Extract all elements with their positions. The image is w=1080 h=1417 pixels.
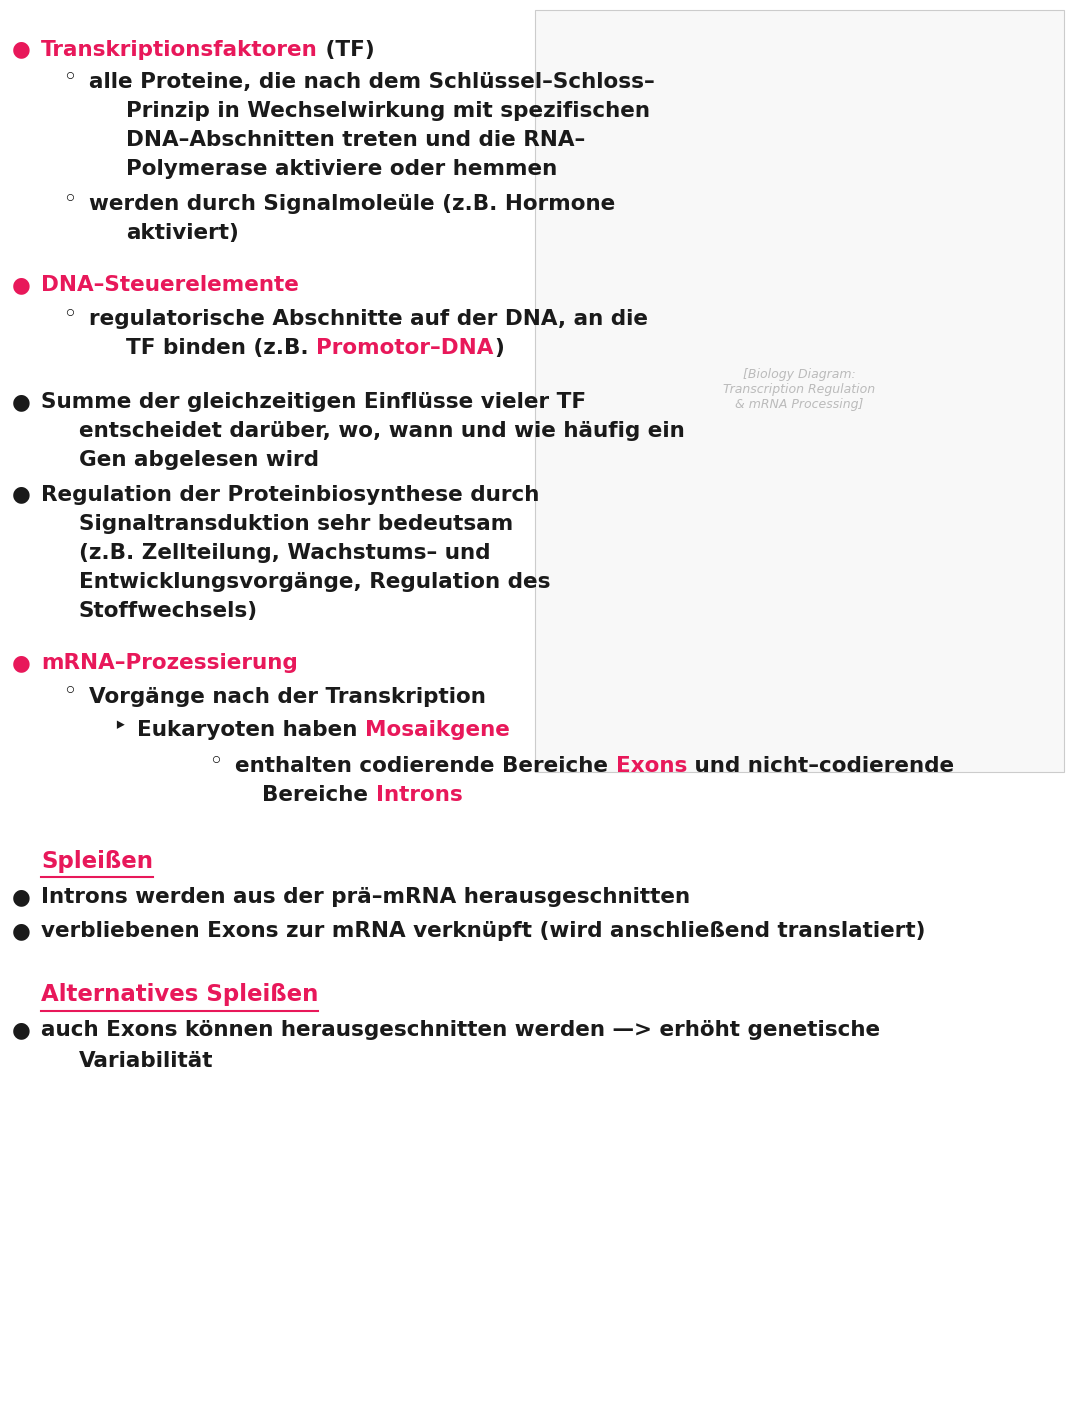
Text: Stoffwechsels): Stoffwechsels): [79, 601, 258, 621]
Text: ◦: ◦: [63, 190, 76, 208]
Text: ●: ●: [12, 40, 30, 60]
Text: auch Exons können herausgeschnitten werden —> erhöht genetische: auch Exons können herausgeschnitten werd…: [41, 1020, 880, 1040]
Text: [Biology Diagram:
Transcription Regulation
& mRNA Processing]: [Biology Diagram: Transcription Regulati…: [724, 368, 875, 411]
Text: Alternatives Spleißen: Alternatives Spleißen: [41, 983, 319, 1006]
Text: ●: ●: [12, 887, 30, 907]
Text: Entwicklungsvorgänge, Regulation des: Entwicklungsvorgänge, Regulation des: [79, 571, 551, 592]
Text: Signaltransduktion sehr bedeutsam: Signaltransduktion sehr bedeutsam: [79, 513, 513, 534]
Text: ‣: ‣: [113, 717, 126, 735]
Text: Polymerase aktiviere oder hemmen: Polymerase aktiviere oder hemmen: [126, 160, 557, 180]
Text: Bereiche: Bereiche: [262, 785, 376, 805]
Text: DNA–Steuerelemente: DNA–Steuerelemente: [41, 275, 299, 295]
Text: (TF): (TF): [318, 40, 375, 60]
Text: ●: ●: [12, 1020, 30, 1040]
FancyBboxPatch shape: [535, 10, 1064, 772]
Text: ●: ●: [12, 921, 30, 941]
Text: Eukaryoten haben: Eukaryoten haben: [137, 720, 365, 740]
Text: verbliebenen Exons zur mRNA verknüpft (wird anschließend translatiert): verbliebenen Exons zur mRNA verknüpft (w…: [41, 921, 926, 941]
Text: ): ): [494, 339, 503, 359]
Text: Transkriptionsfaktoren: Transkriptionsfaktoren: [41, 40, 318, 60]
Text: ◦: ◦: [63, 683, 76, 701]
Text: Summe der gleichzeitigen Einflüsse vieler TF: Summe der gleichzeitigen Einflüsse viele…: [41, 391, 586, 412]
Text: TF binden (z.B.: TF binden (z.B.: [126, 339, 316, 359]
Text: ●: ●: [12, 391, 30, 412]
Text: werden durch Signalmoleüle (z.B. Hormone: werden durch Signalmoleüle (z.B. Hormone: [89, 194, 615, 214]
Text: Promotor–DNA: Promotor–DNA: [316, 339, 494, 359]
Text: regulatorische Abschnitte auf der DNA, an die: regulatorische Abschnitte auf der DNA, a…: [89, 309, 648, 329]
Text: Variabilität: Variabilität: [79, 1051, 214, 1071]
Text: Introns werden aus der prä–mRNA herausgeschnitten: Introns werden aus der prä–mRNA herausge…: [41, 887, 690, 907]
Text: Gen abgelesen wird: Gen abgelesen wird: [79, 451, 319, 470]
Text: (z.B. Zellteilung, Wachstums– und: (z.B. Zellteilung, Wachstums– und: [79, 543, 490, 563]
Text: Vorgänge nach der Transkription: Vorgänge nach der Transkription: [89, 687, 485, 707]
Text: Prinzip in Wechselwirkung mit spezifischen: Prinzip in Wechselwirkung mit spezifisch…: [126, 101, 650, 122]
Text: alle Proteine, die nach dem Schlüssel–Schloss–: alle Proteine, die nach dem Schlüssel–Sc…: [89, 72, 654, 92]
Text: ◦: ◦: [63, 305, 76, 323]
Text: ◦: ◦: [63, 68, 76, 86]
Text: enthalten codierende Bereiche: enthalten codierende Bereiche: [235, 755, 616, 777]
Text: Exons: Exons: [616, 755, 687, 777]
Text: aktiviert): aktiviert): [126, 222, 240, 244]
Text: DNA–Abschnitten treten und die RNA–: DNA–Abschnitten treten und die RNA–: [126, 130, 585, 150]
Text: ●: ●: [12, 275, 30, 295]
Text: Spleißen: Spleißen: [41, 850, 153, 873]
Text: ●: ●: [12, 653, 30, 673]
Text: Mosaikgene: Mosaikgene: [365, 720, 510, 740]
Text: entscheidet darüber, wo, wann und wie häufig ein: entscheidet darüber, wo, wann und wie hä…: [79, 421, 685, 441]
Text: und nicht–codierende: und nicht–codierende: [687, 755, 955, 777]
Text: ◦: ◦: [210, 751, 222, 771]
Text: mRNA–Prozessierung: mRNA–Prozessierung: [41, 653, 298, 673]
Text: Regulation der Proteinbiosynthese durch: Regulation der Proteinbiosynthese durch: [41, 485, 539, 504]
Text: Introns: Introns: [376, 785, 462, 805]
Text: ●: ●: [12, 485, 30, 504]
